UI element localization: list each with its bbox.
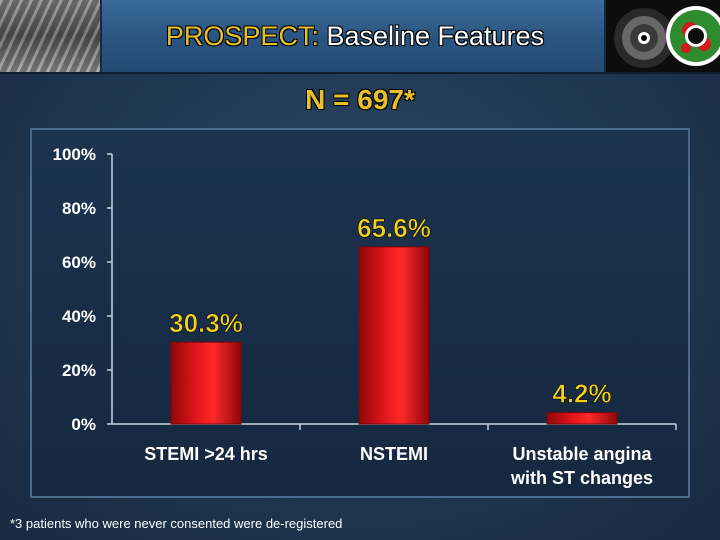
y-tick-label: 100%	[53, 145, 96, 164]
category-label-3: with ST changes	[510, 468, 653, 488]
header-bar: PROSPECT: Baseline Features	[0, 0, 720, 74]
y-tick-label: 80%	[62, 199, 96, 218]
category-label-3: Unstable angina	[512, 444, 652, 464]
title-main: Baseline Features	[318, 21, 545, 51]
bar-3	[546, 412, 618, 425]
bar-1	[170, 341, 242, 425]
y-tick-label: 60%	[62, 253, 96, 272]
footnote: *3 patients who were never consented wer…	[10, 516, 343, 531]
data-label-3: 4.2%	[552, 379, 611, 409]
angiogram-image	[0, 0, 102, 72]
category-label-1: STEMI >24 hrs	[144, 444, 268, 464]
category-label-2: NSTEMI	[360, 444, 428, 464]
y-tick-label: 0%	[71, 415, 96, 434]
y-tick-label: 20%	[62, 361, 96, 380]
data-label-2: 65.6%	[357, 213, 431, 243]
data-label-1: 30.3%	[169, 308, 243, 338]
page-title: PROSPECT: Baseline Features	[110, 14, 600, 58]
bar-chart: 0% 20% 40% 60% 80% 100% 30.3% STEMI >24 hrs 65.…	[53, 145, 677, 488]
bar-2	[358, 246, 430, 425]
chart-panel: 0% 20% 40% 60% 80% 100% 30.3% STEMI >24 hrs 65.…	[30, 128, 690, 498]
sample-size: N = 697*	[305, 84, 415, 115]
y-tick-label: 40%	[62, 307, 96, 326]
title-accent: PROSPECT:	[165, 21, 319, 51]
ivus-images	[604, 0, 720, 72]
ivus-icon	[606, 0, 720, 72]
